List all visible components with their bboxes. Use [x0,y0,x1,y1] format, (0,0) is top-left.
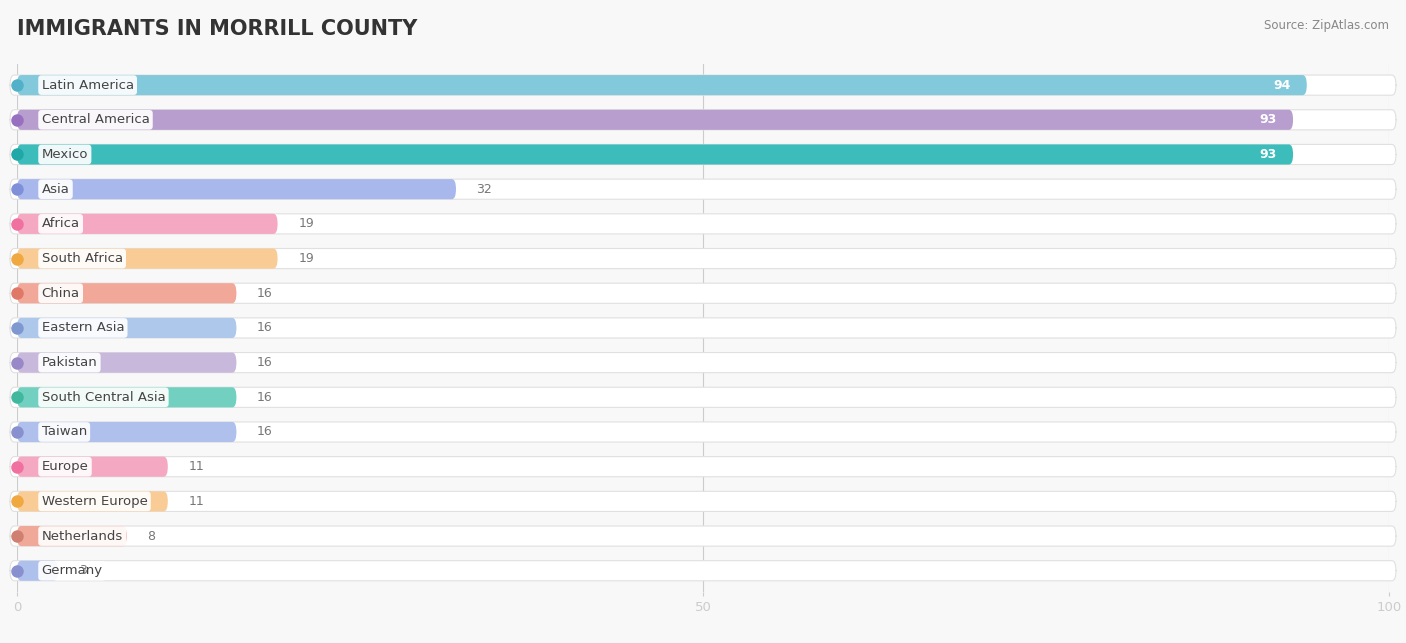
Text: China: China [42,287,80,300]
FancyBboxPatch shape [10,352,1396,373]
FancyBboxPatch shape [10,526,1396,546]
FancyBboxPatch shape [10,145,1396,165]
FancyBboxPatch shape [17,75,1306,95]
FancyBboxPatch shape [17,526,127,546]
Text: Africa: Africa [42,217,80,230]
FancyBboxPatch shape [17,145,1294,165]
FancyBboxPatch shape [17,179,456,199]
FancyBboxPatch shape [10,422,1396,442]
Text: 16: 16 [257,287,273,300]
FancyBboxPatch shape [17,214,277,234]
Text: Europe: Europe [42,460,89,473]
Text: 11: 11 [188,495,204,508]
Text: South Africa: South Africa [42,252,122,265]
Text: Western Europe: Western Europe [42,495,148,508]
FancyBboxPatch shape [10,248,1396,269]
Text: 19: 19 [298,252,314,265]
Text: 16: 16 [257,391,273,404]
FancyBboxPatch shape [17,352,236,373]
Text: 3: 3 [79,565,87,577]
FancyBboxPatch shape [10,179,1396,199]
FancyBboxPatch shape [17,248,277,269]
Text: 8: 8 [148,530,155,543]
FancyBboxPatch shape [17,422,236,442]
Text: Latin America: Latin America [42,78,134,91]
Text: 11: 11 [188,460,204,473]
Text: Pakistan: Pakistan [42,356,97,369]
Text: 32: 32 [477,183,492,195]
FancyBboxPatch shape [17,283,236,303]
Text: Eastern Asia: Eastern Asia [42,322,124,334]
Text: 16: 16 [257,322,273,334]
Text: 93: 93 [1260,113,1277,126]
FancyBboxPatch shape [17,491,167,511]
FancyBboxPatch shape [17,318,236,338]
Text: Asia: Asia [42,183,69,195]
Text: 19: 19 [298,217,314,230]
FancyBboxPatch shape [10,318,1396,338]
Text: 16: 16 [257,426,273,439]
FancyBboxPatch shape [17,457,167,476]
Text: Source: ZipAtlas.com: Source: ZipAtlas.com [1264,19,1389,32]
Text: Netherlands: Netherlands [42,530,122,543]
Text: Central America: Central America [42,113,149,126]
Text: Germany: Germany [42,565,103,577]
FancyBboxPatch shape [10,110,1396,130]
Text: 94: 94 [1272,78,1291,91]
Text: Taiwan: Taiwan [42,426,87,439]
FancyBboxPatch shape [10,561,1396,581]
FancyBboxPatch shape [10,491,1396,511]
Text: South Central Asia: South Central Asia [42,391,166,404]
FancyBboxPatch shape [17,387,236,408]
Text: 93: 93 [1260,148,1277,161]
Text: 16: 16 [257,356,273,369]
Text: Mexico: Mexico [42,148,89,161]
FancyBboxPatch shape [10,283,1396,303]
FancyBboxPatch shape [10,214,1396,234]
Text: IMMIGRANTS IN MORRILL COUNTY: IMMIGRANTS IN MORRILL COUNTY [17,19,418,39]
FancyBboxPatch shape [10,457,1396,476]
FancyBboxPatch shape [17,561,58,581]
FancyBboxPatch shape [10,75,1396,95]
FancyBboxPatch shape [17,110,1294,130]
FancyBboxPatch shape [10,387,1396,408]
